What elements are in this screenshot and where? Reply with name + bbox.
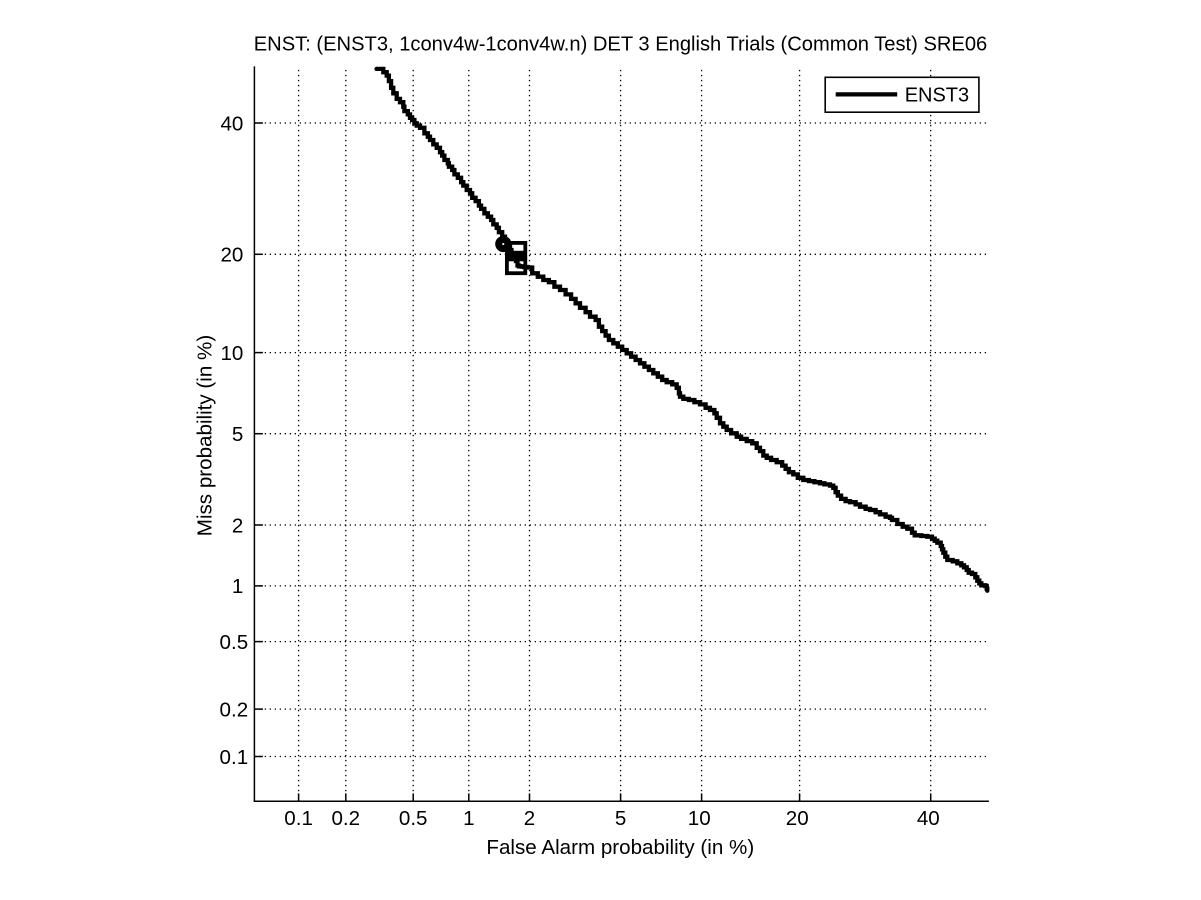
- svg-text:2: 2: [524, 807, 535, 830]
- svg-text:1: 1: [232, 575, 243, 598]
- svg-text:5: 5: [232, 423, 243, 446]
- svg-text:10: 10: [220, 342, 243, 365]
- svg-text:0.5: 0.5: [399, 807, 428, 830]
- svg-text:0.1: 0.1: [284, 807, 313, 830]
- svg-text:5: 5: [615, 807, 626, 830]
- svg-text:False Alarm probability (in %): False Alarm probability (in %): [486, 836, 754, 859]
- svg-text:0.2: 0.2: [220, 698, 249, 721]
- svg-text:ENST3: ENST3: [905, 85, 969, 107]
- svg-text:10: 10: [688, 807, 711, 830]
- svg-text:0.2: 0.2: [331, 807, 360, 830]
- svg-text:ENST: (ENST3, 1conv4w-1conv4w.: ENST: (ENST3, 1conv4w-1conv4w.n) DET 3 E…: [254, 34, 988, 56]
- svg-text:0.1: 0.1: [220, 746, 249, 769]
- svg-text:40: 40: [917, 807, 940, 830]
- svg-text:20: 20: [786, 807, 809, 830]
- svg-text:Miss probability (in %): Miss probability (in %): [194, 335, 217, 536]
- svg-text:2: 2: [232, 514, 243, 537]
- svg-text:1: 1: [463, 807, 474, 830]
- svg-text:0.5: 0.5: [220, 631, 249, 654]
- svg-text:40: 40: [220, 112, 243, 135]
- svg-text:20: 20: [220, 244, 243, 267]
